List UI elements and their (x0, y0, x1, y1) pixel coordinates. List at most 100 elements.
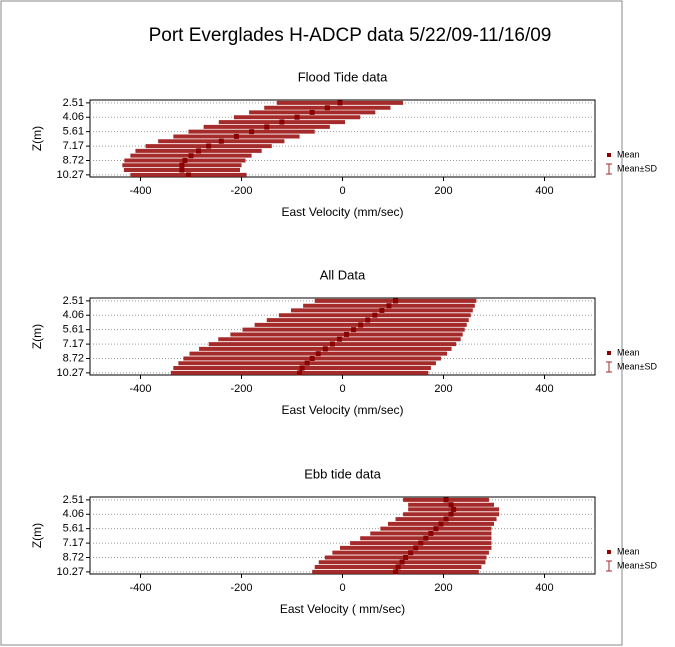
y-tick-label: 7.17 (63, 537, 84, 549)
y-tick-label: 4.06 (63, 508, 84, 520)
legend-errorbar (606, 560, 612, 572)
y-tick-label: 2.51 (63, 494, 84, 506)
mean-marker (423, 535, 429, 541)
subplot-title: All Data (320, 267, 366, 282)
mean-marker (304, 360, 310, 366)
mean-marker (428, 530, 434, 536)
x-tick-label: 200 (434, 185, 452, 197)
mean-marker (233, 133, 239, 139)
y-tick-label: 5.61 (63, 324, 84, 336)
legend-marker (607, 153, 611, 157)
y-tick-label: 4.06 (63, 111, 84, 123)
x-tick-label: 0 (339, 582, 345, 594)
mean-marker (399, 559, 405, 565)
legend-marker (607, 351, 611, 355)
y-tick-label: 7.17 (63, 338, 84, 350)
x-tick-label: 0 (339, 185, 345, 197)
legend-label: Mean±SD (617, 163, 657, 173)
mean-marker (393, 298, 399, 304)
y-tick-label: 4.06 (63, 309, 84, 321)
x-tick-label: 0 (339, 383, 345, 395)
y-axis-label: Z(m) (30, 126, 44, 151)
mean-marker (336, 336, 342, 342)
mean-marker (418, 540, 424, 546)
mean-marker (379, 307, 385, 313)
mean-marker (218, 138, 224, 144)
x-axis-label: East Velocity (mm/sec) (281, 205, 403, 219)
y-tick-label: 8.72 (63, 154, 84, 166)
mean-marker (443, 497, 449, 503)
legend-errorbar (606, 163, 612, 175)
x-tick-label: 400 (535, 582, 553, 594)
mean-marker (403, 554, 409, 560)
mean-marker (322, 346, 328, 352)
x-tick-label: -200 (230, 582, 252, 594)
legend-errorbar (606, 361, 612, 373)
mean-marker (299, 365, 305, 371)
y-axis-label: Z(m) (30, 324, 44, 349)
mean-marker (324, 105, 330, 111)
mean-marker (438, 521, 444, 527)
y-tick-label: 5.61 (63, 126, 84, 138)
legend-label: Mean (617, 149, 640, 159)
mean-marker (315, 351, 321, 357)
mean-marker (279, 119, 285, 125)
y-axis-label: Z(m) (30, 523, 44, 548)
mean-marker (344, 331, 350, 337)
mean-marker (365, 317, 371, 323)
y-tick-label: 8.72 (63, 551, 84, 563)
x-tick-label: 400 (535, 383, 553, 395)
mean-marker (206, 143, 212, 149)
chart-title: Port Everglades H-ADCP data 5/22/09-11/1… (149, 25, 552, 46)
subplot-title: Ebb tide data (304, 466, 381, 481)
mean-marker (309, 109, 315, 115)
mean-marker (297, 370, 303, 376)
mean-marker (413, 545, 419, 551)
legend-label: Mean (617, 347, 640, 357)
legend-label: Mean±SD (617, 560, 657, 570)
mean-marker (309, 355, 315, 361)
x-tick-label: -400 (129, 185, 151, 197)
mean-marker (358, 322, 364, 328)
mean-marker (294, 114, 300, 120)
x-tick-label: -400 (129, 582, 151, 594)
y-tick-label: 8.72 (63, 352, 84, 364)
mean-marker (451, 506, 457, 512)
mean-marker (179, 167, 185, 173)
x-tick-label: -200 (230, 383, 252, 395)
mean-marker (393, 569, 399, 575)
mean-marker (196, 148, 202, 154)
x-axis-label: East Velocity (mm/sec) (281, 403, 403, 417)
mean-marker (188, 153, 194, 159)
mean-marker (448, 511, 454, 517)
y-tick-label: 10.27 (56, 367, 84, 379)
mean-marker (386, 303, 392, 309)
x-tick-label: 200 (434, 383, 452, 395)
x-axis-label: East Velocity ( mm/sec) (280, 602, 405, 616)
x-tick-label: 400 (535, 185, 553, 197)
mean-marker (182, 157, 188, 163)
y-tick-label: 10.27 (56, 169, 84, 181)
x-tick-label: -200 (230, 185, 252, 197)
y-tick-label: 10.27 (56, 566, 84, 578)
legend-label: Mean (617, 546, 640, 556)
y-tick-label: 2.51 (63, 295, 84, 307)
y-tick-label: 2.51 (63, 97, 84, 109)
y-tick-label: 5.61 (63, 523, 84, 535)
subplot-title: Flood Tide data (298, 69, 388, 84)
mean-marker (179, 162, 185, 168)
legend-marker (607, 550, 611, 554)
mean-marker (408, 550, 414, 556)
mean-marker (395, 564, 401, 570)
mean-marker (351, 327, 357, 333)
mean-marker (448, 502, 454, 508)
legend-label: Mean±SD (617, 361, 657, 371)
mean-marker (443, 516, 449, 522)
mean-marker (337, 100, 343, 106)
mean-marker (264, 124, 270, 130)
x-tick-label: -400 (129, 383, 151, 395)
mean-marker (372, 312, 378, 318)
x-tick-label: 200 (434, 582, 452, 594)
y-tick-label: 7.17 (63, 140, 84, 152)
